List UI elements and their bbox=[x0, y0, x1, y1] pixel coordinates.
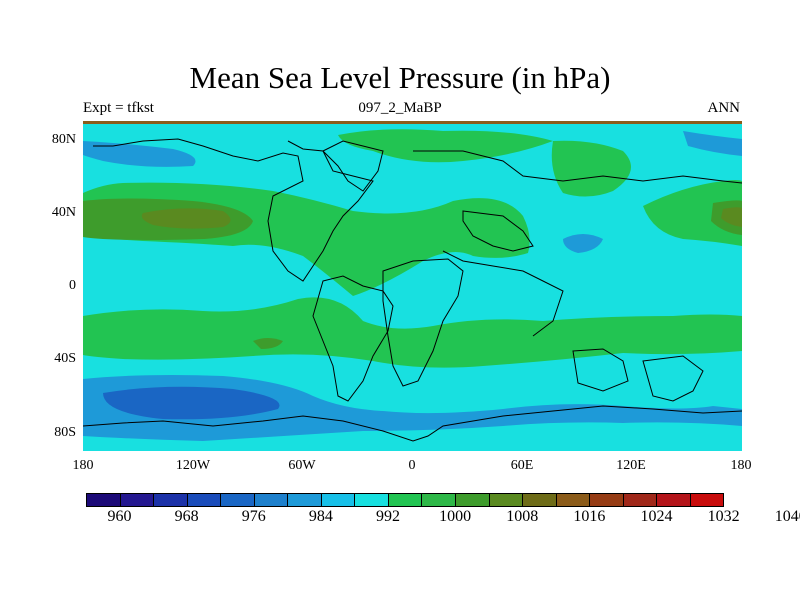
colorbar-label: 1008 bbox=[506, 508, 539, 525]
colorbar bbox=[86, 493, 725, 507]
pressure-map bbox=[83, 121, 742, 451]
colorbar-label: 1000 bbox=[439, 508, 472, 525]
colorbar-label: 1040 bbox=[774, 508, 800, 525]
colorbar-swatch bbox=[354, 493, 389, 507]
lon-label-120e: 120E bbox=[616, 458, 646, 473]
north-america-coast bbox=[93, 138, 374, 282]
colorbar-swatch bbox=[421, 493, 457, 507]
colorbar-swatch bbox=[253, 493, 289, 507]
southeast-low bbox=[683, 131, 742, 156]
colorbar-swatch bbox=[287, 493, 322, 507]
east-high-core bbox=[721, 207, 742, 227]
lat-label-80s: 80S bbox=[54, 425, 76, 440]
lat-label-40s: 40S bbox=[54, 351, 76, 366]
arctic-green-region bbox=[338, 129, 553, 163]
colorbar-swatch bbox=[589, 493, 624, 507]
lon-label-0: 0 bbox=[408, 458, 416, 473]
run-label: 097_2_MaBP bbox=[358, 100, 442, 116]
colorbar-label: 1032 bbox=[707, 508, 740, 525]
colorbar-swatch bbox=[689, 493, 725, 507]
lat-label-40n: 40N bbox=[51, 205, 76, 220]
asia-green-region bbox=[551, 140, 631, 197]
colorbar-swatch bbox=[153, 493, 188, 507]
colorbar-swatch bbox=[186, 493, 222, 507]
colorbar-label: 984 bbox=[308, 508, 333, 525]
lat-label-80n: 80N bbox=[51, 132, 76, 147]
lon-label-60w: 60W bbox=[288, 458, 316, 473]
experiment-label: Expt = tfkst bbox=[83, 100, 154, 116]
colorbar-swatch bbox=[86, 493, 121, 507]
colorbar-swatch bbox=[622, 493, 658, 507]
colorbar-label: 992 bbox=[376, 508, 401, 525]
south-america-coast bbox=[312, 275, 394, 402]
east-green-region bbox=[643, 180, 742, 246]
map-top-edge bbox=[83, 121, 742, 124]
africa-coast bbox=[382, 258, 464, 387]
colorbar-swatch bbox=[387, 493, 423, 507]
north-pacific-high-core bbox=[141, 208, 231, 229]
antarctica-coast bbox=[83, 405, 742, 442]
siberian-low bbox=[563, 234, 603, 253]
colorbar-label: 968 bbox=[174, 508, 199, 525]
australia-antarctic-coast bbox=[572, 348, 704, 402]
colorbar-label: 960 bbox=[107, 508, 132, 525]
south-green-band bbox=[83, 297, 742, 368]
lon-label-180-west: 180 bbox=[72, 458, 94, 473]
season-label: ANN bbox=[707, 100, 741, 116]
lat-label-0: 0 bbox=[69, 278, 76, 293]
colorbar-swatch bbox=[119, 493, 155, 507]
colorbar-swatch bbox=[656, 493, 691, 507]
colorbar-label: 1016 bbox=[573, 508, 606, 525]
colorbar-swatch bbox=[488, 493, 524, 507]
coastlines bbox=[83, 138, 742, 442]
colorbar-swatch bbox=[455, 493, 490, 507]
north-pacific-low bbox=[83, 141, 196, 167]
colorbar-swatch bbox=[522, 493, 557, 507]
colorbar-label: 976 bbox=[241, 508, 266, 525]
greenland-coast bbox=[322, 140, 384, 192]
eurasia-coast bbox=[413, 150, 742, 337]
chart-title: Mean Sea Level Pressure (in hPa) bbox=[189, 60, 611, 95]
lon-label-180-east: 180 bbox=[730, 458, 752, 473]
colorbar-swatch bbox=[320, 493, 356, 507]
lon-label-120w: 120W bbox=[175, 458, 211, 473]
colorbar-label: 1024 bbox=[640, 508, 673, 525]
southern-deep-low bbox=[103, 386, 280, 420]
colorbar-swatch bbox=[220, 493, 255, 507]
colorbar-swatch bbox=[555, 493, 591, 507]
lon-label-60e: 60E bbox=[510, 458, 534, 473]
high-pressure-cores bbox=[141, 207, 742, 229]
south-atlantic-high bbox=[253, 338, 283, 349]
